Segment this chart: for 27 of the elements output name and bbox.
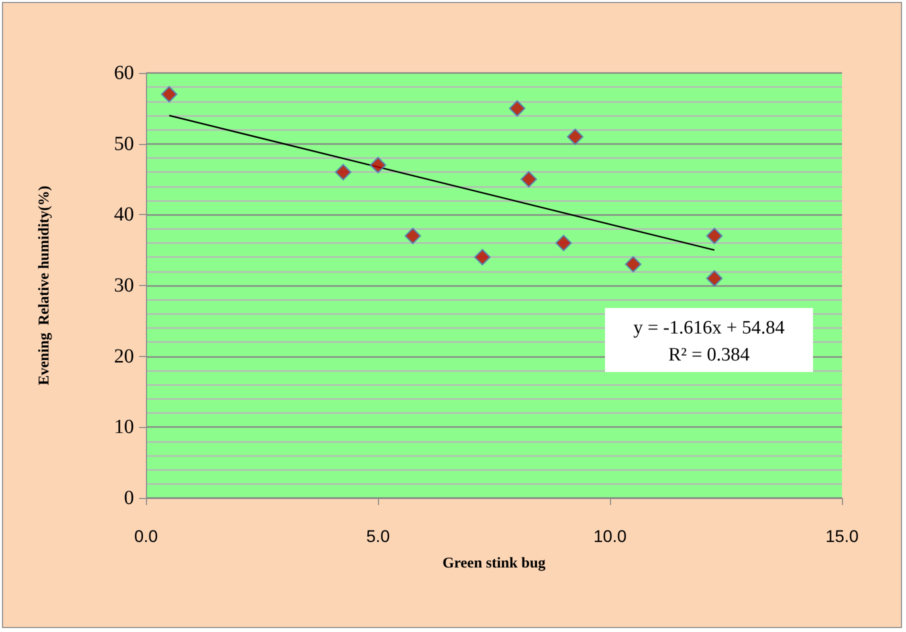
point (160, 86, 178, 102)
point (474, 248, 491, 266)
y-axis-title: Evening Relative humidity(%) (36, 186, 52, 386)
point (334, 164, 352, 180)
point (508, 100, 526, 117)
x-tick-label: 10.0 (593, 527, 627, 546)
y-tick-label: 60 (114, 62, 134, 84)
point (706, 228, 723, 244)
point (555, 234, 572, 252)
y-tick-label: 20 (114, 345, 134, 368)
x-tick-label: 15.0 (825, 527, 859, 546)
x-tick-label: 5.0 (366, 527, 390, 546)
point (566, 128, 584, 145)
point (624, 256, 642, 272)
y-tick-label: 0 (124, 487, 134, 509)
point (706, 270, 723, 287)
y-tick-label: 50 (114, 132, 134, 155)
x-tick-label: 0.0 (134, 527, 158, 546)
y-tick-label: 10 (114, 416, 134, 438)
x-axis-title: Green stink bug (442, 556, 546, 572)
point (520, 171, 538, 188)
annotation: R² = 0.384 (668, 344, 750, 366)
point (404, 228, 422, 244)
annotation: y = -1.616x + 54.84 (633, 318, 786, 338)
y-tick-label: 40 (114, 204, 134, 226)
y-tick-label: 30 (114, 274, 134, 296)
point (370, 156, 386, 174)
